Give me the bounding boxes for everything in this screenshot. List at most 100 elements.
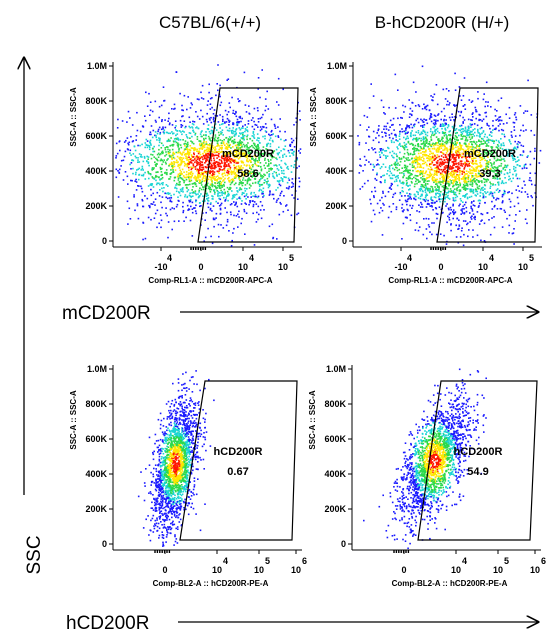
cell-event	[448, 216, 450, 219]
cell-event	[473, 153, 475, 155]
x-tick-exponent: 4	[249, 253, 254, 263]
cell-event	[261, 153, 264, 155]
cell-event	[210, 188, 213, 191]
cell-event	[244, 128, 247, 130]
cell-event	[241, 117, 243, 120]
cell-event	[191, 183, 194, 185]
cell-event	[398, 135, 401, 137]
cell-event	[458, 189, 461, 191]
cell-event	[449, 119, 452, 121]
cell-event	[454, 116, 456, 118]
cell-event	[426, 176, 428, 179]
cell-event	[454, 211, 457, 213]
cell-event	[202, 168, 205, 170]
cell-event	[473, 157, 476, 159]
cell-event	[500, 165, 502, 167]
cell-event	[446, 221, 448, 224]
cell-event	[250, 150, 253, 153]
cell-event	[446, 161, 448, 164]
cell-event	[245, 148, 248, 151]
cell-event	[491, 147, 493, 150]
cell-event	[508, 139, 510, 141]
cell-event	[446, 203, 448, 205]
cell-event	[457, 241, 460, 244]
cell-event	[468, 136, 471, 138]
cell-event	[203, 146, 206, 149]
cell-event	[138, 153, 141, 155]
cell-event	[189, 151, 191, 154]
cell-event	[454, 177, 457, 180]
cell-event	[443, 171, 446, 173]
cell-event	[479, 133, 482, 136]
cell-event	[440, 118, 442, 121]
cell-event	[417, 132, 420, 134]
cell-event	[237, 162, 239, 164]
cell-event	[203, 199, 206, 202]
cell-event	[417, 121, 420, 124]
cell-event	[448, 176, 450, 178]
cell-event	[195, 179, 197, 182]
cell-event	[298, 180, 301, 183]
cell-event	[464, 173, 466, 175]
cell-event	[451, 125, 454, 128]
cell-event	[227, 193, 229, 196]
cell-event	[421, 203, 423, 206]
cell-event	[426, 237, 428, 240]
cell-event	[177, 138, 180, 140]
cell-event	[288, 179, 291, 181]
cell-event	[249, 173, 251, 175]
cell-event	[441, 132, 444, 134]
cell-event	[494, 169, 496, 171]
cell-event	[474, 106, 477, 109]
cell-event	[454, 193, 456, 196]
cell-event	[392, 117, 395, 120]
cell-event	[409, 188, 411, 190]
cell-event	[141, 143, 143, 146]
cell-event	[172, 151, 175, 154]
cell-event	[425, 178, 427, 181]
cell-event	[413, 157, 416, 160]
cell-event	[202, 177, 204, 179]
cell-event	[256, 196, 259, 199]
cell-event	[411, 166, 414, 168]
cell-event	[167, 185, 169, 187]
cell-event	[516, 196, 519, 199]
cell-event	[192, 163, 195, 165]
cell-event	[458, 142, 461, 144]
cell-event	[161, 183, 164, 186]
cell-event	[264, 109, 267, 112]
cell-event	[470, 126, 472, 128]
cell-event	[241, 153, 243, 156]
cell-event	[243, 175, 245, 177]
cell-event	[242, 135, 244, 138]
cell-event	[220, 183, 222, 185]
cell-event	[181, 153, 183, 155]
cell-event	[461, 186, 464, 189]
cell-event	[457, 184, 460, 186]
cell-event	[530, 114, 533, 116]
cell-event	[261, 69, 263, 71]
cell-event	[403, 111, 405, 113]
cell-event	[165, 153, 168, 156]
cell-event	[489, 162, 492, 164]
cell-event	[410, 142, 413, 145]
cell-event	[436, 149, 438, 152]
cell-event	[487, 101, 489, 103]
cell-event	[362, 170, 364, 172]
cell-event	[245, 193, 248, 195]
cell-event	[508, 224, 511, 227]
cell-event	[444, 200, 446, 203]
cell-event	[405, 179, 408, 182]
cell-event	[230, 161, 232, 164]
cell-event	[228, 121, 230, 123]
cell-event	[198, 155, 200, 158]
cell-event	[210, 121, 213, 124]
cell-event	[177, 139, 180, 141]
cell-event	[254, 123, 256, 126]
cell-event	[500, 208, 503, 210]
cell-event	[241, 193, 243, 196]
cell-event	[466, 159, 468, 161]
cell-event	[241, 137, 244, 140]
cell-event	[207, 149, 210, 152]
cell-event	[424, 182, 427, 185]
